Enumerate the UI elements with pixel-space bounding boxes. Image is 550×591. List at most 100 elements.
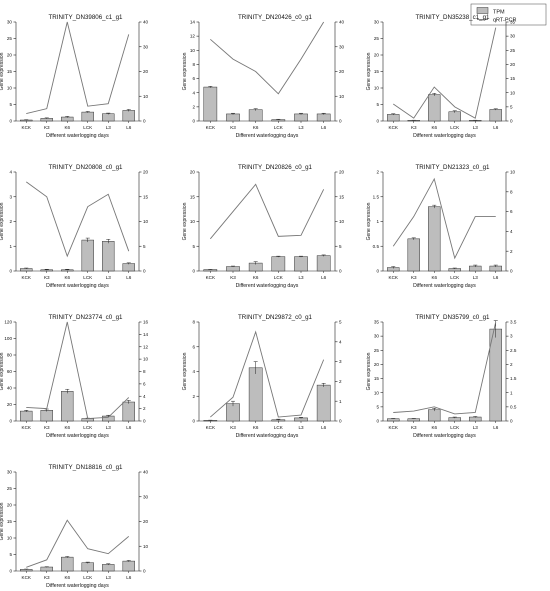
axes [382,322,507,422]
chart-panel: TRINITY_DN20808_c0_g1 0 1 2 3 4 0 5 10 15 20 Gene e… [0,164,149,289]
axes [15,472,140,572]
x-tick-label: LCK [274,125,284,130]
y2-tick-label: 12 [143,344,149,349]
bar-tpm [428,94,441,122]
x-tick-label: KCK [389,275,399,280]
line-qrt-pcr [26,519,130,568]
chart-title: TRINITY_DN18816_c0_g1 [49,464,124,471]
y2-tick-label: 2 [339,379,342,384]
x-tick-label: K3 [230,425,236,430]
y2-tick-label: 3 [339,359,342,364]
chart-panel: TRINITY_DN20826_c0_g1 0 5 10 15 20 0 5 10 15 20 Gen… [182,164,345,289]
y2-tick-label: 25 [510,48,516,53]
line-qrt-pcr [210,330,325,418]
y-axis-label: Gene expression [0,52,5,90]
y-tick-label: 60 [7,369,13,374]
y-tick-label: 6 [192,344,195,349]
y-tick-label: 20 [190,170,196,175]
y2-tick-label: 35 [510,20,516,25]
x-tick-label: K3 [411,125,417,130]
bar-tpm [226,403,240,422]
y-tick-label: 1.5 [373,194,380,199]
y-tick-label: 25 [374,348,380,353]
bar-tpm [271,256,286,272]
x-tick-label: L6 [126,275,132,280]
y-axis-label: Gene expression [366,352,372,390]
y2-tick-label: 0 [143,569,146,574]
y2-tick-label: 10 [510,90,516,95]
y2-tick-label: 2 [143,406,146,411]
y-tick-label: 15 [190,194,196,199]
y-axis-label: Gene expression [182,52,188,90]
y-tick-label: 0 [192,269,195,274]
panels: TRINITY_DN39806_c1_g10510152025300102030… [0,14,517,589]
y2-tick-label: 20 [510,62,516,67]
y-tick-label: 0 [9,269,12,274]
y-tick-label: 15 [374,376,380,381]
x-tick-label: L6 [126,575,132,580]
y-tick-label: 0 [376,269,379,274]
y2-tick-label: 20 [143,170,149,175]
chart-panel: TRINITY_DN29872_c0_g1 0 2 4 6 8 0 1 2 3 4 5 Gene exp… [182,314,342,439]
y-tick-label: 3 [9,194,12,199]
chart-title: TRINITY_DN39806_c1_g1 [49,14,124,21]
y-tick-label: 4 [9,170,12,175]
bar-tpm [61,556,74,572]
axes [198,172,336,272]
x-tick-label: KCK [22,125,32,130]
y2-tick-label: 30 [143,494,149,499]
y2-tick-label: 0 [143,269,146,274]
y-tick-label: 20 [374,362,380,367]
y-tick-label: 10 [190,48,196,53]
bar-tpm [469,416,482,422]
y-tick-label: 5 [9,102,12,107]
y2-tick-label: 5 [339,244,342,249]
y2-tick-label: 0 [339,419,342,424]
y2-tick-label: 15 [510,76,516,81]
y-tick-label: 0 [9,569,12,574]
x-tick-label: L3 [473,275,479,280]
y-axis-label: Gene expression [182,202,188,240]
bar-tpm [81,562,94,572]
bar-tpm [387,418,400,422]
x-tick-label: L6 [493,425,499,430]
x-tick-label: KCK [22,425,32,430]
y2-tick-label: 10 [143,94,149,99]
y-tick-label: 15 [374,69,380,74]
y2-tick-label: 15 [143,194,149,199]
bar-tpm [122,263,135,272]
y-tick-label: 0 [9,119,12,124]
bar-tpm [248,367,263,422]
legend-label-qrt-pcr: qRT-PCR [493,18,516,24]
chart-title: TRINITY_DN21323_c0_g1 [416,164,491,171]
y2-tick-label: 0 [339,269,342,274]
y-tick-label: 5 [376,404,379,409]
y2-tick-label: 4 [143,394,146,399]
y2-tick-label: 4 [510,229,513,234]
x-tick-label: L3 [106,275,112,280]
y-tick-label: 30 [7,470,13,475]
y-tick-label: 20 [7,402,13,407]
x-tick-label: KCK [389,125,399,130]
y-axis-label: Gene expression [0,352,5,390]
x-axis-label: Different waterlogging days [413,133,476,139]
y2-tick-label: 40 [143,20,149,25]
y-tick-label: 15 [7,69,13,74]
y-axis-label: Gene expression [0,502,5,540]
y-tick-label: 20 [374,53,380,58]
y-tick-label: 0 [376,419,379,424]
y2-tick-label: 5 [510,104,513,109]
y-tick-label: 20 [7,53,13,58]
y2-tick-label: 0 [143,119,146,124]
y2-tick-label: 1 [339,399,342,404]
bar-tpm [226,266,240,272]
bar-tpm [122,560,135,572]
line-qrt-pcr [392,177,496,260]
y-tick-label: 1 [376,219,379,224]
chart-panel: TRINITY_DN21323_c0_g1 0 0.5 1 1.5 2 0 2 4 6 8 10 Gen… [366,164,516,289]
y2-tick-label: 16 [143,320,149,325]
y2-tick-label: 10 [339,94,345,99]
x-tick-label: LCK [83,275,93,280]
y2-tick-label: 20 [339,69,345,74]
bar-tpm [102,241,115,272]
